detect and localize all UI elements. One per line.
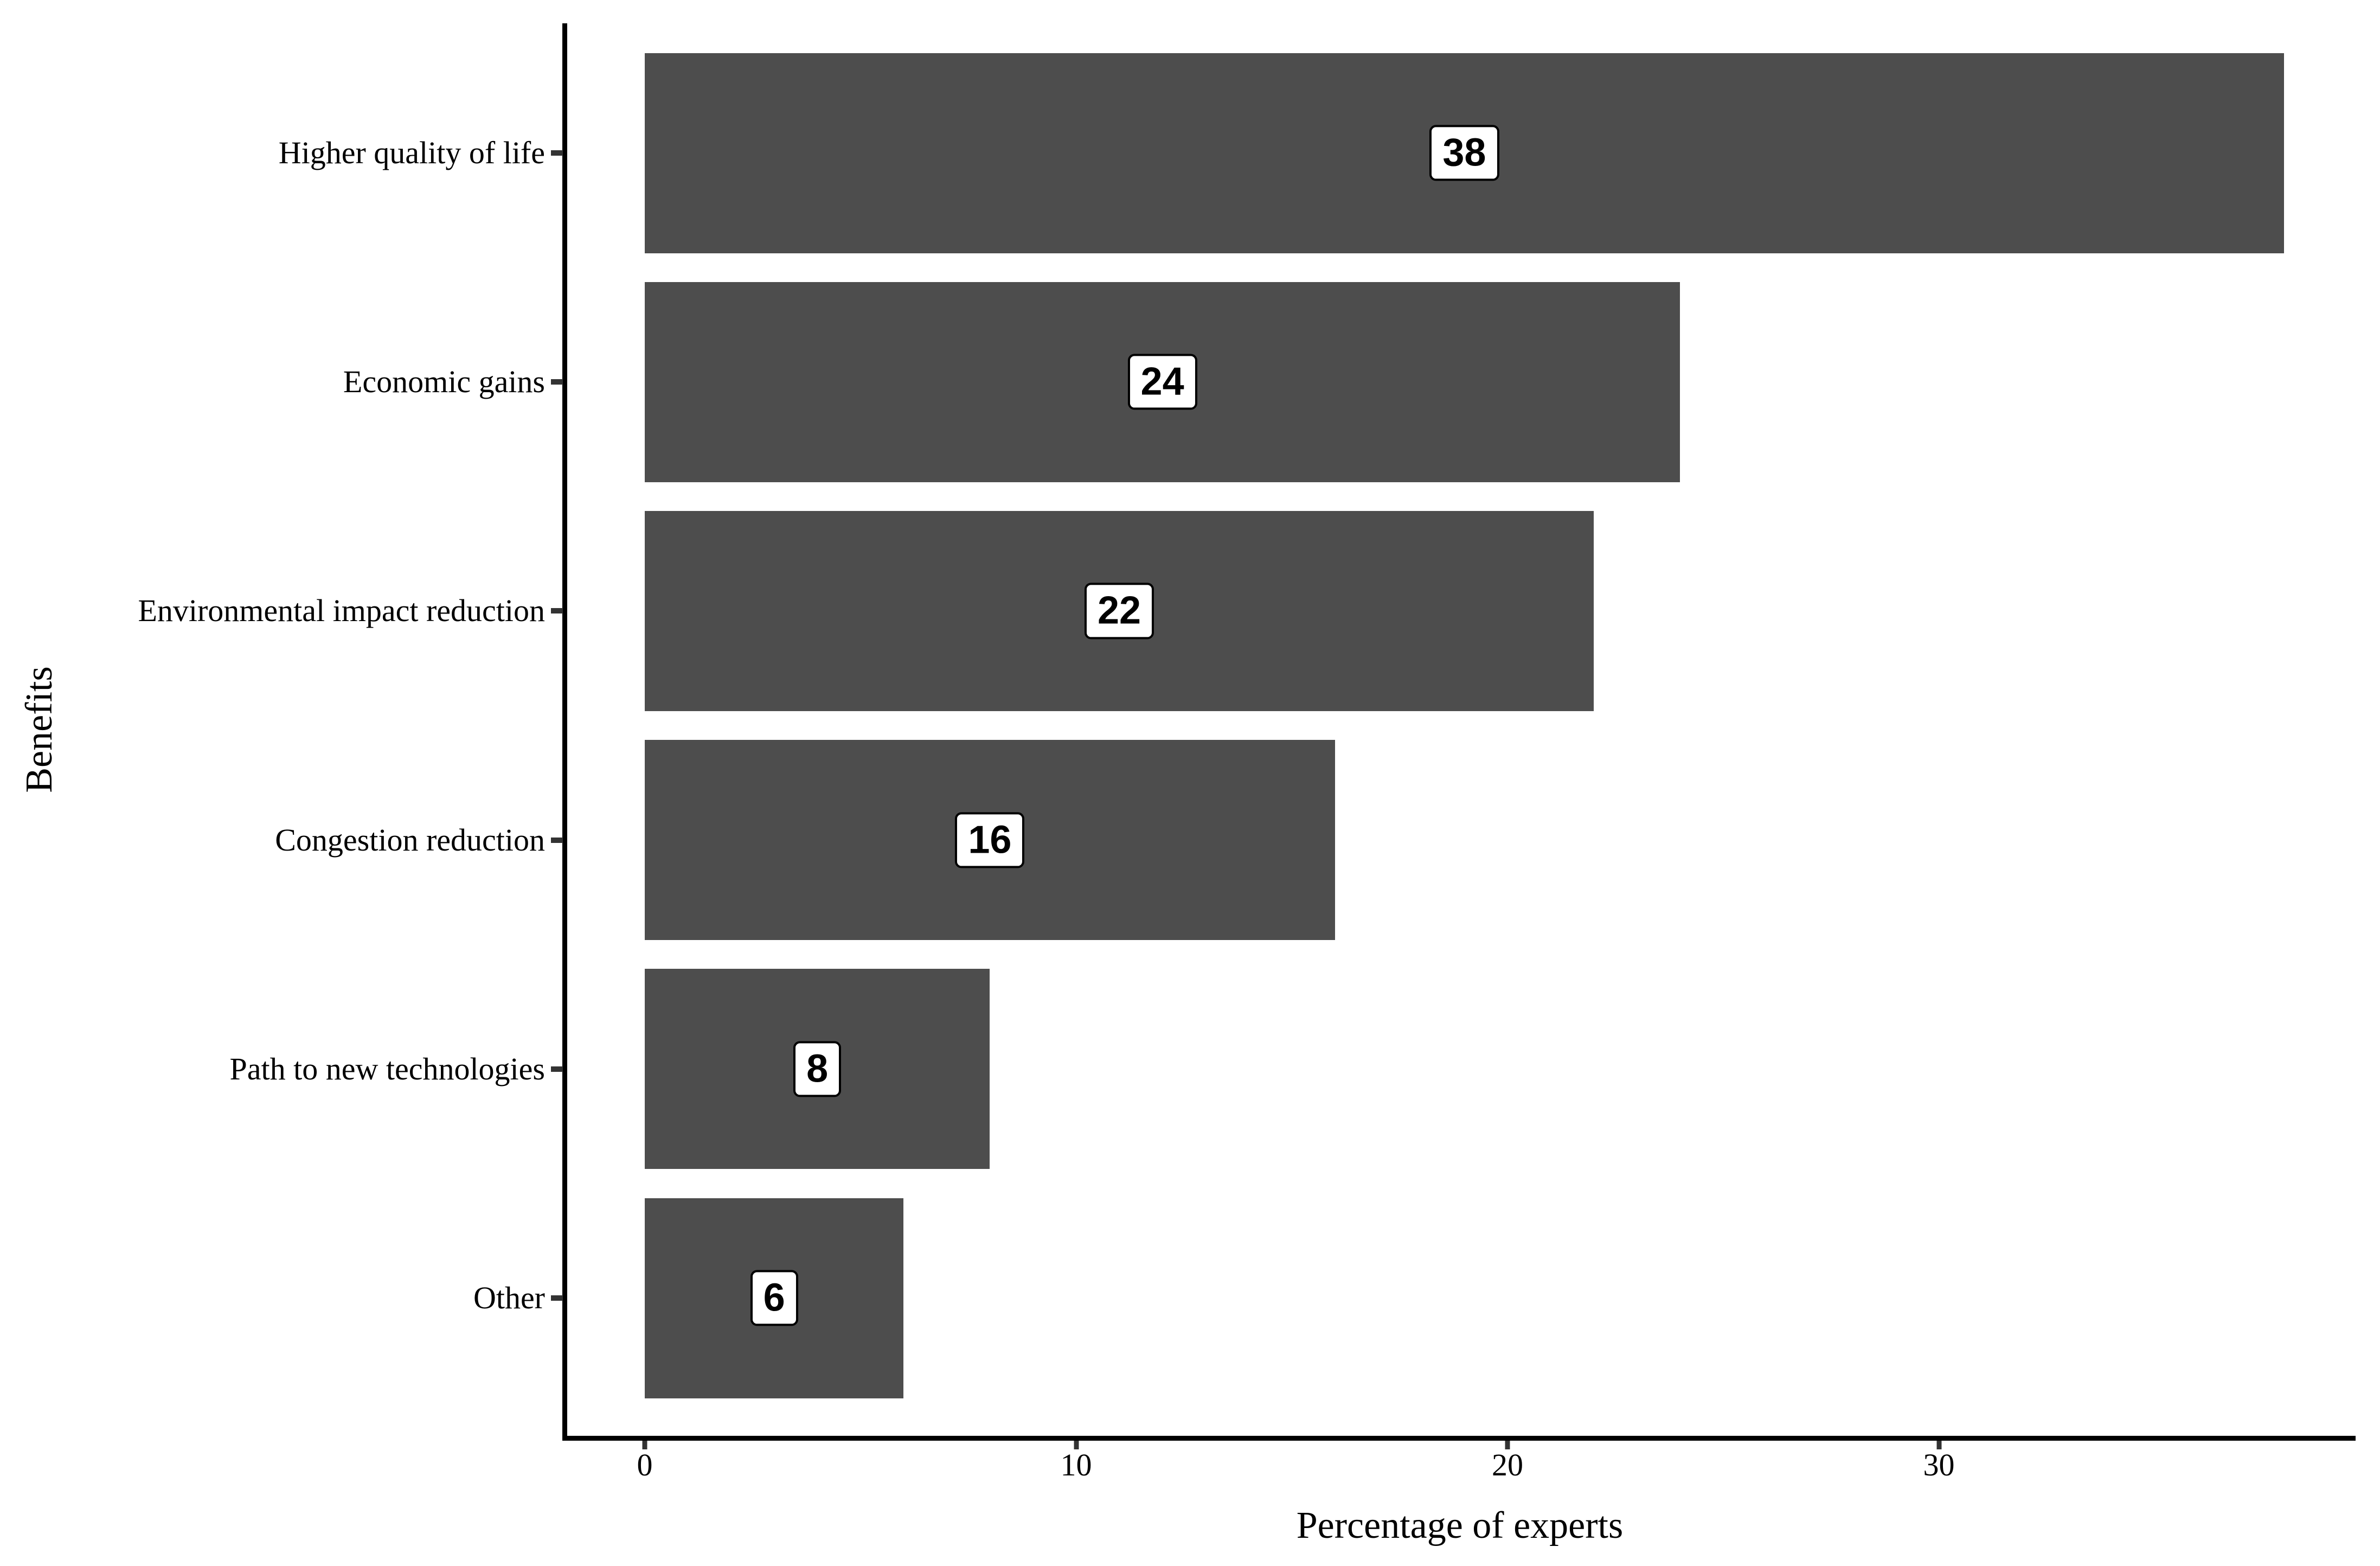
category-label: Path to new technologies: [229, 1051, 545, 1086]
x-tick-label: 20: [1492, 1447, 1523, 1482]
bar-value-label: 38: [1429, 125, 1499, 181]
category-label: Economic gains: [343, 364, 545, 400]
category-label: Other: [473, 1280, 545, 1315]
y-tick: [551, 608, 563, 614]
x-tick-label: 30: [1923, 1447, 1955, 1482]
x-axis-title: Percentage of experts: [1296, 1505, 1624, 1546]
y-tick: [551, 150, 563, 156]
category-label: Environmental impact reduction: [138, 593, 545, 629]
bar-value-label: 6: [750, 1270, 798, 1326]
x-tick: [1074, 1441, 1079, 1449]
y-tick: [551, 1295, 563, 1301]
y-axis-title: Benefits: [18, 666, 60, 793]
bar-value-label: 22: [1085, 583, 1154, 639]
category-label: Congestion reduction: [275, 822, 545, 858]
x-tick-label: 10: [1060, 1447, 1092, 1482]
x-axis-line: [562, 1436, 2356, 1441]
category-label: Higher quality of life: [278, 135, 545, 170]
x-tick: [642, 1441, 647, 1449]
y-tick: [551, 1066, 563, 1072]
y-tick: [551, 837, 563, 843]
bar-value-label: 24: [1127, 354, 1197, 410]
x-tick: [1936, 1441, 1941, 1449]
x-tick: [1505, 1441, 1510, 1449]
y-tick: [551, 379, 563, 385]
bar-value-label: 8: [793, 1041, 842, 1097]
x-tick-label: 0: [637, 1447, 653, 1482]
y-axis-line: [562, 23, 567, 1441]
bar-value-label: 16: [955, 812, 1025, 868]
